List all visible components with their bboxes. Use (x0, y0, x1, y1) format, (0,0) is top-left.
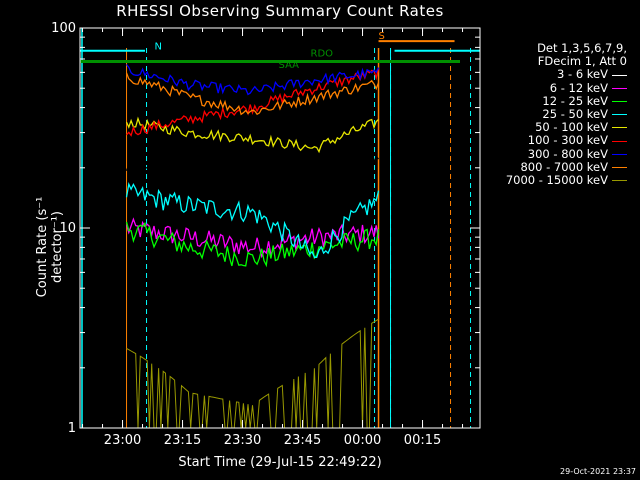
legend-header-detectors: Det 1,3,5,6,7,9, (537, 41, 627, 55)
legend-header-decimation: FDecim 1, Att 0 (537, 54, 627, 69)
flag-label: N (155, 42, 162, 53)
generation-timestamp: 29-Oct-2021 23:37 (560, 467, 636, 476)
legend-item: 50 - 100 keV (480, 121, 630, 134)
series-line (125, 64, 380, 96)
legend-item-label: 50 - 100 keV (535, 120, 608, 135)
x-tick-label: 23:30 (224, 433, 261, 448)
series-line (125, 155, 379, 172)
legend-item: 12 - 25 keV (480, 93, 630, 108)
legend-swatch (612, 127, 627, 129)
legend-item-label: 7000 - 15000 keV (505, 173, 608, 188)
series-line (125, 217, 380, 259)
series-line (125, 116, 379, 154)
legend-item-label: 800 - 7000 keV (520, 159, 608, 174)
legend-item-label: 6 - 12 keV (549, 80, 608, 95)
legend-swatch (612, 180, 627, 182)
legend-swatch (612, 114, 627, 116)
flag-label: S (379, 31, 385, 42)
flag-label: RDO (311, 49, 334, 60)
legend-swatch (612, 166, 627, 168)
x-tick-label: 00:15 (404, 433, 441, 448)
legend-item: 300 - 800 keV (480, 146, 630, 161)
chart-title: RHESSI Observing Summary Count Rates (116, 2, 444, 20)
legend-item-label: 25 - 50 keV (542, 107, 608, 122)
y-tick-label: 100 (51, 21, 76, 36)
legend-item-label: 12 - 25 keV (542, 93, 608, 108)
x-tick-label: 00:00 (344, 433, 381, 448)
legend-item: 3 - 6 keV (480, 68, 630, 81)
legend-item-label: 300 - 800 keV (527, 146, 608, 161)
x-tick-label: 23:15 (164, 433, 201, 448)
legend-swatch (612, 140, 627, 142)
legend-item-label: 3 - 6 keV (557, 67, 608, 82)
legend: Det 1,3,5,6,7,9, FDecim 1, Att 0 3 - 6 k… (480, 41, 630, 188)
legend-item: 25 - 50 keV (480, 107, 630, 122)
x-axis-label: Start Time (29-Jul-15 22:49:22) (178, 455, 382, 470)
series-line (125, 182, 380, 258)
legend-item: 800 - 7000 keV (480, 159, 630, 174)
y-tick-label: 1 (68, 421, 76, 436)
series-line (126, 68, 380, 137)
legend-item: 6 - 12 keV (480, 80, 630, 95)
legend-item: 100 - 300 keV (480, 134, 630, 147)
x-tick-label: 23:45 (284, 433, 321, 448)
y-axis-label: Count Rate (s⁻¹ detector⁻¹) (35, 196, 65, 298)
legend-item-label: 100 - 300 keV (527, 133, 608, 148)
y-tick-label: 10 (59, 221, 76, 236)
legend-swatch (612, 74, 627, 76)
legend-swatch (612, 87, 627, 89)
legend-swatch (612, 100, 627, 102)
series-line (125, 221, 380, 268)
series-line (125, 72, 380, 116)
legend-swatch (612, 153, 627, 155)
flag-label: SAA (279, 60, 300, 71)
x-tick-label: 23:00 (104, 433, 141, 448)
legend-item: 7000 - 15000 keV (480, 173, 630, 188)
